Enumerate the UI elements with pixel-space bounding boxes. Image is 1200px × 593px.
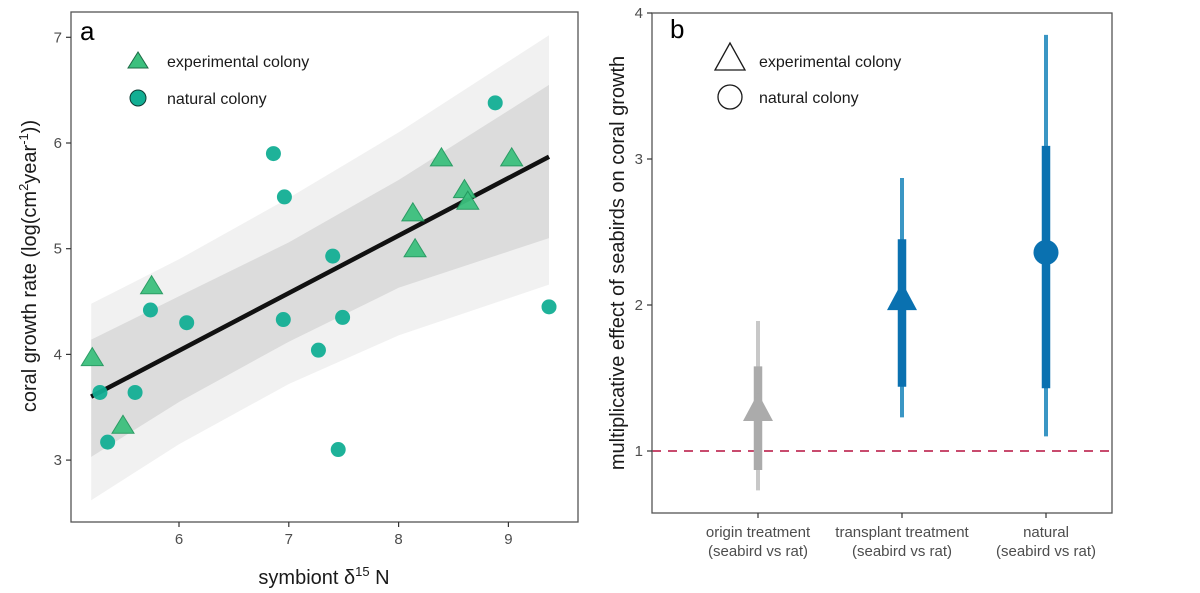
y-tick-label: 7 bbox=[54, 29, 62, 46]
x-axis-title-a: symbiont δ15 N bbox=[258, 564, 389, 589]
natural-colony-point bbox=[179, 315, 195, 331]
x-axis-title-sup: 15 bbox=[355, 564, 369, 579]
x-axis-ticks-a: 6 7 8 9 bbox=[175, 522, 513, 548]
panel-letter-b: b bbox=[670, 14, 684, 44]
experimental-colony-point bbox=[400, 201, 425, 222]
plot-frame-a bbox=[70, 11, 579, 523]
natural-colony-point bbox=[330, 442, 346, 458]
natural-colony-point bbox=[265, 146, 281, 162]
y-tick-label: 2 bbox=[635, 297, 643, 314]
legend-label-natural: natural colony bbox=[167, 91, 267, 108]
y-axis-title-a-sup2: -1 bbox=[16, 133, 31, 145]
natural-colony-point bbox=[100, 434, 116, 450]
experimental-colony-point bbox=[429, 146, 454, 167]
legend-triangle-icon bbox=[127, 51, 149, 69]
panel-a: 6 7 8 9 3 4 5 6 7 a experimental colony natural… bbox=[16, 11, 579, 589]
natural-colony-point bbox=[487, 95, 503, 111]
panel-b: 1 2 3 4 origin treatment (seabird vs rat) tra… bbox=[607, 5, 1113, 560]
estimate-triangle bbox=[743, 393, 773, 422]
x-tick-label: 8 bbox=[394, 531, 402, 548]
experimental-colony-point bbox=[499, 146, 524, 167]
legend-b: experimental colony natural colony bbox=[713, 41, 901, 110]
category-label-line2: (seabird vs rat) bbox=[852, 543, 952, 560]
y-tick-label: 4 bbox=[54, 346, 62, 363]
legend-a: experimental colony natural colony bbox=[127, 51, 309, 108]
natural-colony-point bbox=[325, 248, 341, 264]
experimental-colony-point bbox=[111, 414, 135, 434]
natural-colony-point bbox=[92, 384, 108, 400]
y-axis-title-a-part2: year bbox=[19, 144, 41, 183]
y-tick-label: 3 bbox=[635, 151, 643, 168]
natural-colony-point bbox=[142, 302, 158, 318]
confidence-bands bbox=[91, 35, 549, 501]
category-label-line2: (seabird vs rat) bbox=[996, 543, 1096, 560]
scatter-points bbox=[80, 95, 557, 458]
panel-letter-a: a bbox=[80, 16, 95, 46]
plot-frame-b bbox=[651, 12, 1113, 514]
legend-triangle-outline-icon bbox=[713, 41, 747, 71]
natural-colony-point bbox=[127, 384, 143, 400]
x-axis-ticks-b: origin treatment (seabird vs rat) transpla… bbox=[706, 513, 1096, 560]
y-axis-title-a-part3: )) bbox=[19, 120, 41, 133]
estimate-triangle bbox=[887, 282, 917, 311]
y-tick-label: 6 bbox=[54, 135, 62, 152]
y-tick-label: 4 bbox=[635, 5, 643, 22]
y-axis-title-a-part1: coral growth rate (log(cm bbox=[19, 191, 41, 412]
legend-label-experimental: experimental colony bbox=[167, 54, 309, 71]
pointrange-marks bbox=[743, 34, 1059, 491]
experimental-colony-point bbox=[403, 237, 427, 258]
y-axis-ticks-a: 3 4 5 6 7 bbox=[54, 29, 71, 469]
natural-colony-point bbox=[275, 312, 291, 328]
legend-circle-icon bbox=[129, 89, 147, 107]
y-axis-title-a-sup1: 2 bbox=[16, 184, 31, 191]
experimental-colony-point bbox=[455, 190, 480, 210]
legend-label-natural-b: natural colony bbox=[759, 90, 859, 107]
category-label-line1: natural bbox=[1023, 524, 1069, 541]
x-tick-label: 9 bbox=[504, 531, 512, 548]
category-label-line1: origin treatment bbox=[706, 524, 811, 541]
estimate-circle bbox=[1033, 239, 1059, 265]
y-axis-ticks-b: 1 2 3 4 bbox=[635, 5, 652, 460]
category-label-line2: (seabird vs rat) bbox=[708, 543, 808, 560]
legend-circle-outline-icon bbox=[717, 84, 743, 110]
experimental-colony-point bbox=[139, 274, 164, 295]
y-tick-label: 5 bbox=[54, 241, 62, 258]
natural-colony-point bbox=[335, 309, 351, 325]
natural-colony-point bbox=[310, 342, 326, 358]
inner-confidence-band bbox=[91, 84, 549, 457]
x-axis-title-main: symbiont δ bbox=[258, 567, 355, 589]
x-tick-label: 7 bbox=[285, 531, 293, 548]
category-label-line1: transplant treatment bbox=[835, 524, 969, 541]
y-axis-title-b: multiplicative effect of seabirds on cor… bbox=[607, 56, 629, 470]
experimental-colony-point bbox=[80, 346, 105, 367]
x-axis-title-tail: N bbox=[370, 567, 390, 589]
y-tick-label: 3 bbox=[54, 452, 62, 469]
legend-label-experimental-b: experimental colony bbox=[759, 54, 901, 71]
natural-colony-point bbox=[541, 299, 557, 315]
y-tick-label: 1 bbox=[635, 443, 643, 460]
x-tick-label: 6 bbox=[175, 531, 183, 548]
natural-colony-point bbox=[276, 189, 292, 205]
y-axis-title-a: coral growth rate (log(cm2year-1)) bbox=[16, 120, 41, 412]
